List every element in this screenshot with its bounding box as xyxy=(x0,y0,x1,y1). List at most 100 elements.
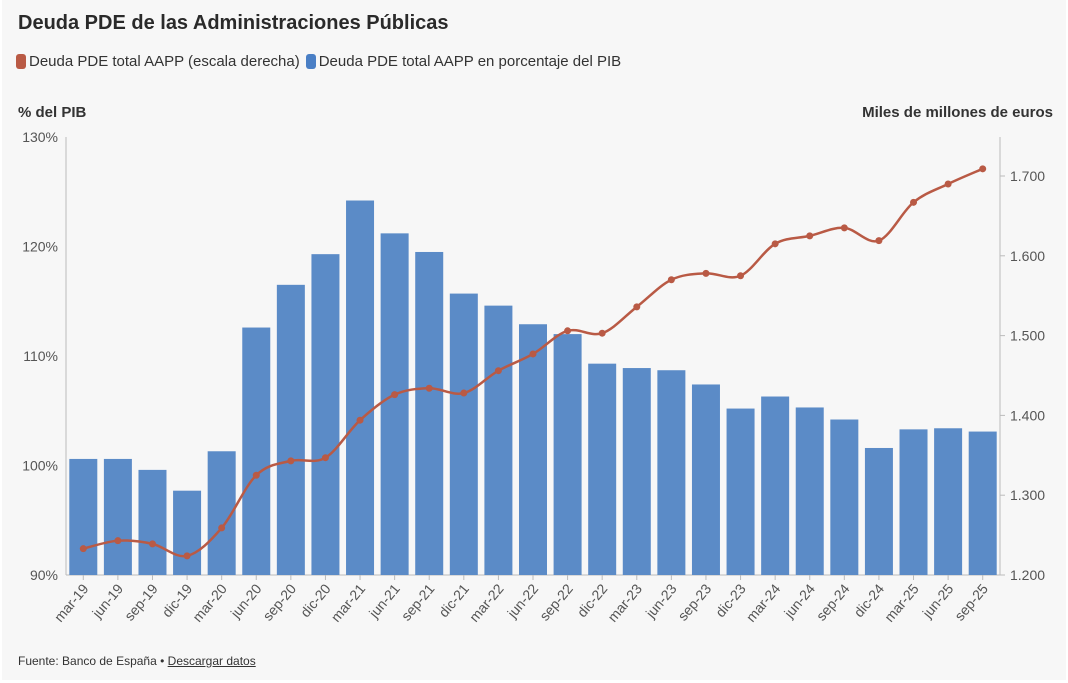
left-tick-label: 90% xyxy=(30,567,58,583)
bar xyxy=(691,384,720,575)
bar xyxy=(276,284,305,575)
x-tick-label: mar-19 xyxy=(51,580,92,624)
line-point xyxy=(148,540,156,548)
right-tick-label: 1.300 xyxy=(1010,487,1045,503)
legend-label: Deuda PDE total AAPP en porcentaje del P… xyxy=(318,53,622,70)
bar xyxy=(899,429,928,575)
legend-swatch-blue xyxy=(305,54,316,69)
chart-title: Deuda PDE de las Administraciones Públic… xyxy=(18,12,449,34)
bar xyxy=(864,447,893,575)
line-point xyxy=(183,552,191,560)
line-point xyxy=(425,384,433,392)
bar xyxy=(311,254,340,576)
x-tick-label: sep-21 xyxy=(398,580,438,623)
source-text: Fuente: Banco de España • xyxy=(18,654,165,668)
bar xyxy=(830,419,859,575)
bar xyxy=(242,327,271,575)
line-point xyxy=(79,545,87,553)
bar xyxy=(761,396,790,575)
line-point xyxy=(944,180,952,188)
line-point xyxy=(840,224,848,232)
bar xyxy=(519,324,547,575)
x-tick-label: mar-25 xyxy=(881,580,922,624)
x-tick-label: sep-24 xyxy=(813,580,853,623)
x-tick-label: mar-22 xyxy=(466,580,507,624)
x-tick-label: sep-23 xyxy=(674,580,714,623)
bar xyxy=(553,334,582,575)
line-point xyxy=(287,457,295,465)
legend-item-line: Deuda PDE total AAPP (escala derecha) xyxy=(16,53,300,70)
line-point xyxy=(391,391,399,399)
x-tick-label: jun-21 xyxy=(365,580,403,621)
x-tick-label: jun-23 xyxy=(642,580,680,621)
bar xyxy=(622,368,651,575)
line-point xyxy=(598,329,606,337)
x-tick-label: sep-19 xyxy=(121,580,161,623)
left-tick-label: 120% xyxy=(22,239,58,255)
bar xyxy=(726,408,755,575)
left-tick-label: 100% xyxy=(22,458,58,474)
download-data-link[interactable]: Descargar datos xyxy=(167,654,256,668)
line-point xyxy=(806,232,814,240)
bar xyxy=(588,363,617,575)
line-point xyxy=(910,198,918,206)
right-tick-label: 1.200 xyxy=(1010,567,1045,583)
bar xyxy=(795,407,824,575)
right-tick-label: 1.600 xyxy=(1010,248,1045,264)
bar xyxy=(657,370,686,575)
bar xyxy=(380,233,409,576)
bar xyxy=(449,293,478,575)
line-point xyxy=(875,237,883,245)
bar xyxy=(415,251,444,575)
line-point xyxy=(564,327,572,335)
line-point xyxy=(218,524,226,532)
x-tick-label: sep-25 xyxy=(951,580,991,623)
x-tick-label: jun-22 xyxy=(503,580,541,621)
bar xyxy=(968,431,997,575)
line-point xyxy=(494,367,502,375)
x-tick-label: jun-19 xyxy=(88,580,126,621)
line-point xyxy=(252,471,260,479)
x-tick-label: mar-21 xyxy=(328,580,369,624)
legend-swatch-red xyxy=(16,54,26,69)
x-tick-label: sep-22 xyxy=(536,580,576,623)
legend-item-bar: Deuda PDE total AAPP en porcentaje del P… xyxy=(305,53,622,70)
x-tick-label: jun-25 xyxy=(918,580,956,621)
line-point xyxy=(737,272,745,280)
bar xyxy=(173,490,202,575)
x-tick-label: mar-24 xyxy=(743,580,784,624)
x-tick-label: jun-24 xyxy=(780,580,818,621)
bar xyxy=(934,428,963,575)
x-tick-label: sep-20 xyxy=(259,580,299,623)
line-point xyxy=(321,454,329,462)
bar xyxy=(484,305,513,575)
bar xyxy=(103,458,132,575)
x-tick-label: mar-20 xyxy=(189,580,230,624)
left-axis-title: % del PIB xyxy=(18,104,87,121)
line-point xyxy=(529,350,537,358)
line-point xyxy=(702,269,710,277)
line-point xyxy=(114,537,122,545)
line-point xyxy=(667,276,675,284)
right-tick-label: 1.700 xyxy=(1010,168,1045,184)
line-point xyxy=(979,165,987,173)
bar xyxy=(69,458,98,575)
x-tick-label: jun-20 xyxy=(227,580,265,621)
right-tick-label: 1.500 xyxy=(1010,328,1045,344)
bar xyxy=(346,200,375,575)
right-tick-label: 1.400 xyxy=(1010,407,1045,423)
line-point xyxy=(356,416,364,424)
bar xyxy=(138,469,167,575)
legend: Deuda PDE total AAPP (escala derecha) De… xyxy=(16,53,621,70)
line-point xyxy=(771,240,779,248)
x-tick-label: mar-23 xyxy=(604,580,645,624)
legend-label: Deuda PDE total AAPP (escala derecha) xyxy=(29,53,300,70)
line-point xyxy=(633,303,641,311)
left-tick-label: 110% xyxy=(23,348,58,364)
left-tick-label: 130% xyxy=(22,129,58,145)
source-note: Fuente: Banco de España • Descargar dato… xyxy=(18,654,256,668)
line-point xyxy=(460,389,468,397)
right-axis-title: Miles de millones de euros xyxy=(862,104,1053,121)
